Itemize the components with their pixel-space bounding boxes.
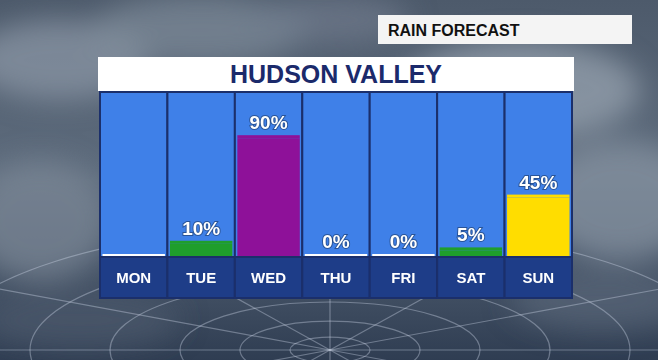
category-cell <box>505 257 572 298</box>
clouds <box>0 0 658 350</box>
category-label: THU <box>321 269 352 286</box>
data-label: 5% <box>457 224 485 245</box>
category-label: MON <box>116 269 151 286</box>
bar-cap <box>170 241 232 244</box>
bar <box>507 198 569 257</box>
column <box>505 92 572 298</box>
category-cell <box>370 257 437 298</box>
bar <box>170 244 232 257</box>
data-label: 0% <box>390 231 418 252</box>
category-cell <box>167 257 234 298</box>
data-label: 0% <box>322 231 350 252</box>
category-label: SAT <box>456 269 485 286</box>
bar-cap <box>440 247 502 250</box>
category-strip <box>100 257 572 298</box>
title: HUDSON VALLEY <box>230 60 442 88</box>
bar <box>237 138 299 257</box>
data-label: 10% <box>182 218 220 239</box>
column <box>370 92 437 298</box>
category-label: SUN <box>522 269 554 286</box>
columns <box>100 92 572 298</box>
column <box>302 92 369 298</box>
category-cell <box>302 257 369 298</box>
radar-spoke <box>330 350 658 360</box>
chart-root: RAIN FORECAST HUDSON VALLEY MON TUE WED THU FR… <box>0 0 658 360</box>
column <box>100 92 167 298</box>
chart-svg: RAIN FORECAST HUDSON VALLEY MON TUE WED THU FR… <box>0 0 658 360</box>
radar-spoke <box>0 350 330 360</box>
column <box>235 92 302 298</box>
data-label: 45% <box>519 172 557 193</box>
bar-cap <box>237 135 299 138</box>
category-cell <box>235 257 302 298</box>
column <box>437 92 504 298</box>
title-bar <box>98 57 574 91</box>
bar-cap <box>507 195 569 198</box>
cloud <box>510 270 658 330</box>
subtitle-box <box>378 15 632 44</box>
category-label: TUE <box>186 269 216 286</box>
category-cell <box>100 257 167 298</box>
radar-spoke <box>330 350 530 360</box>
column <box>167 92 234 298</box>
category-label: WED <box>251 269 286 286</box>
subtitle: RAIN FORECAST <box>388 22 520 39</box>
category-cell <box>437 257 504 298</box>
data-label: 90% <box>250 112 288 133</box>
category-label: FRI <box>391 269 415 286</box>
bars <box>103 135 570 257</box>
radar-spoke <box>0 349 330 350</box>
radar-spoke <box>330 349 658 350</box>
radar-spoke <box>329 350 330 360</box>
